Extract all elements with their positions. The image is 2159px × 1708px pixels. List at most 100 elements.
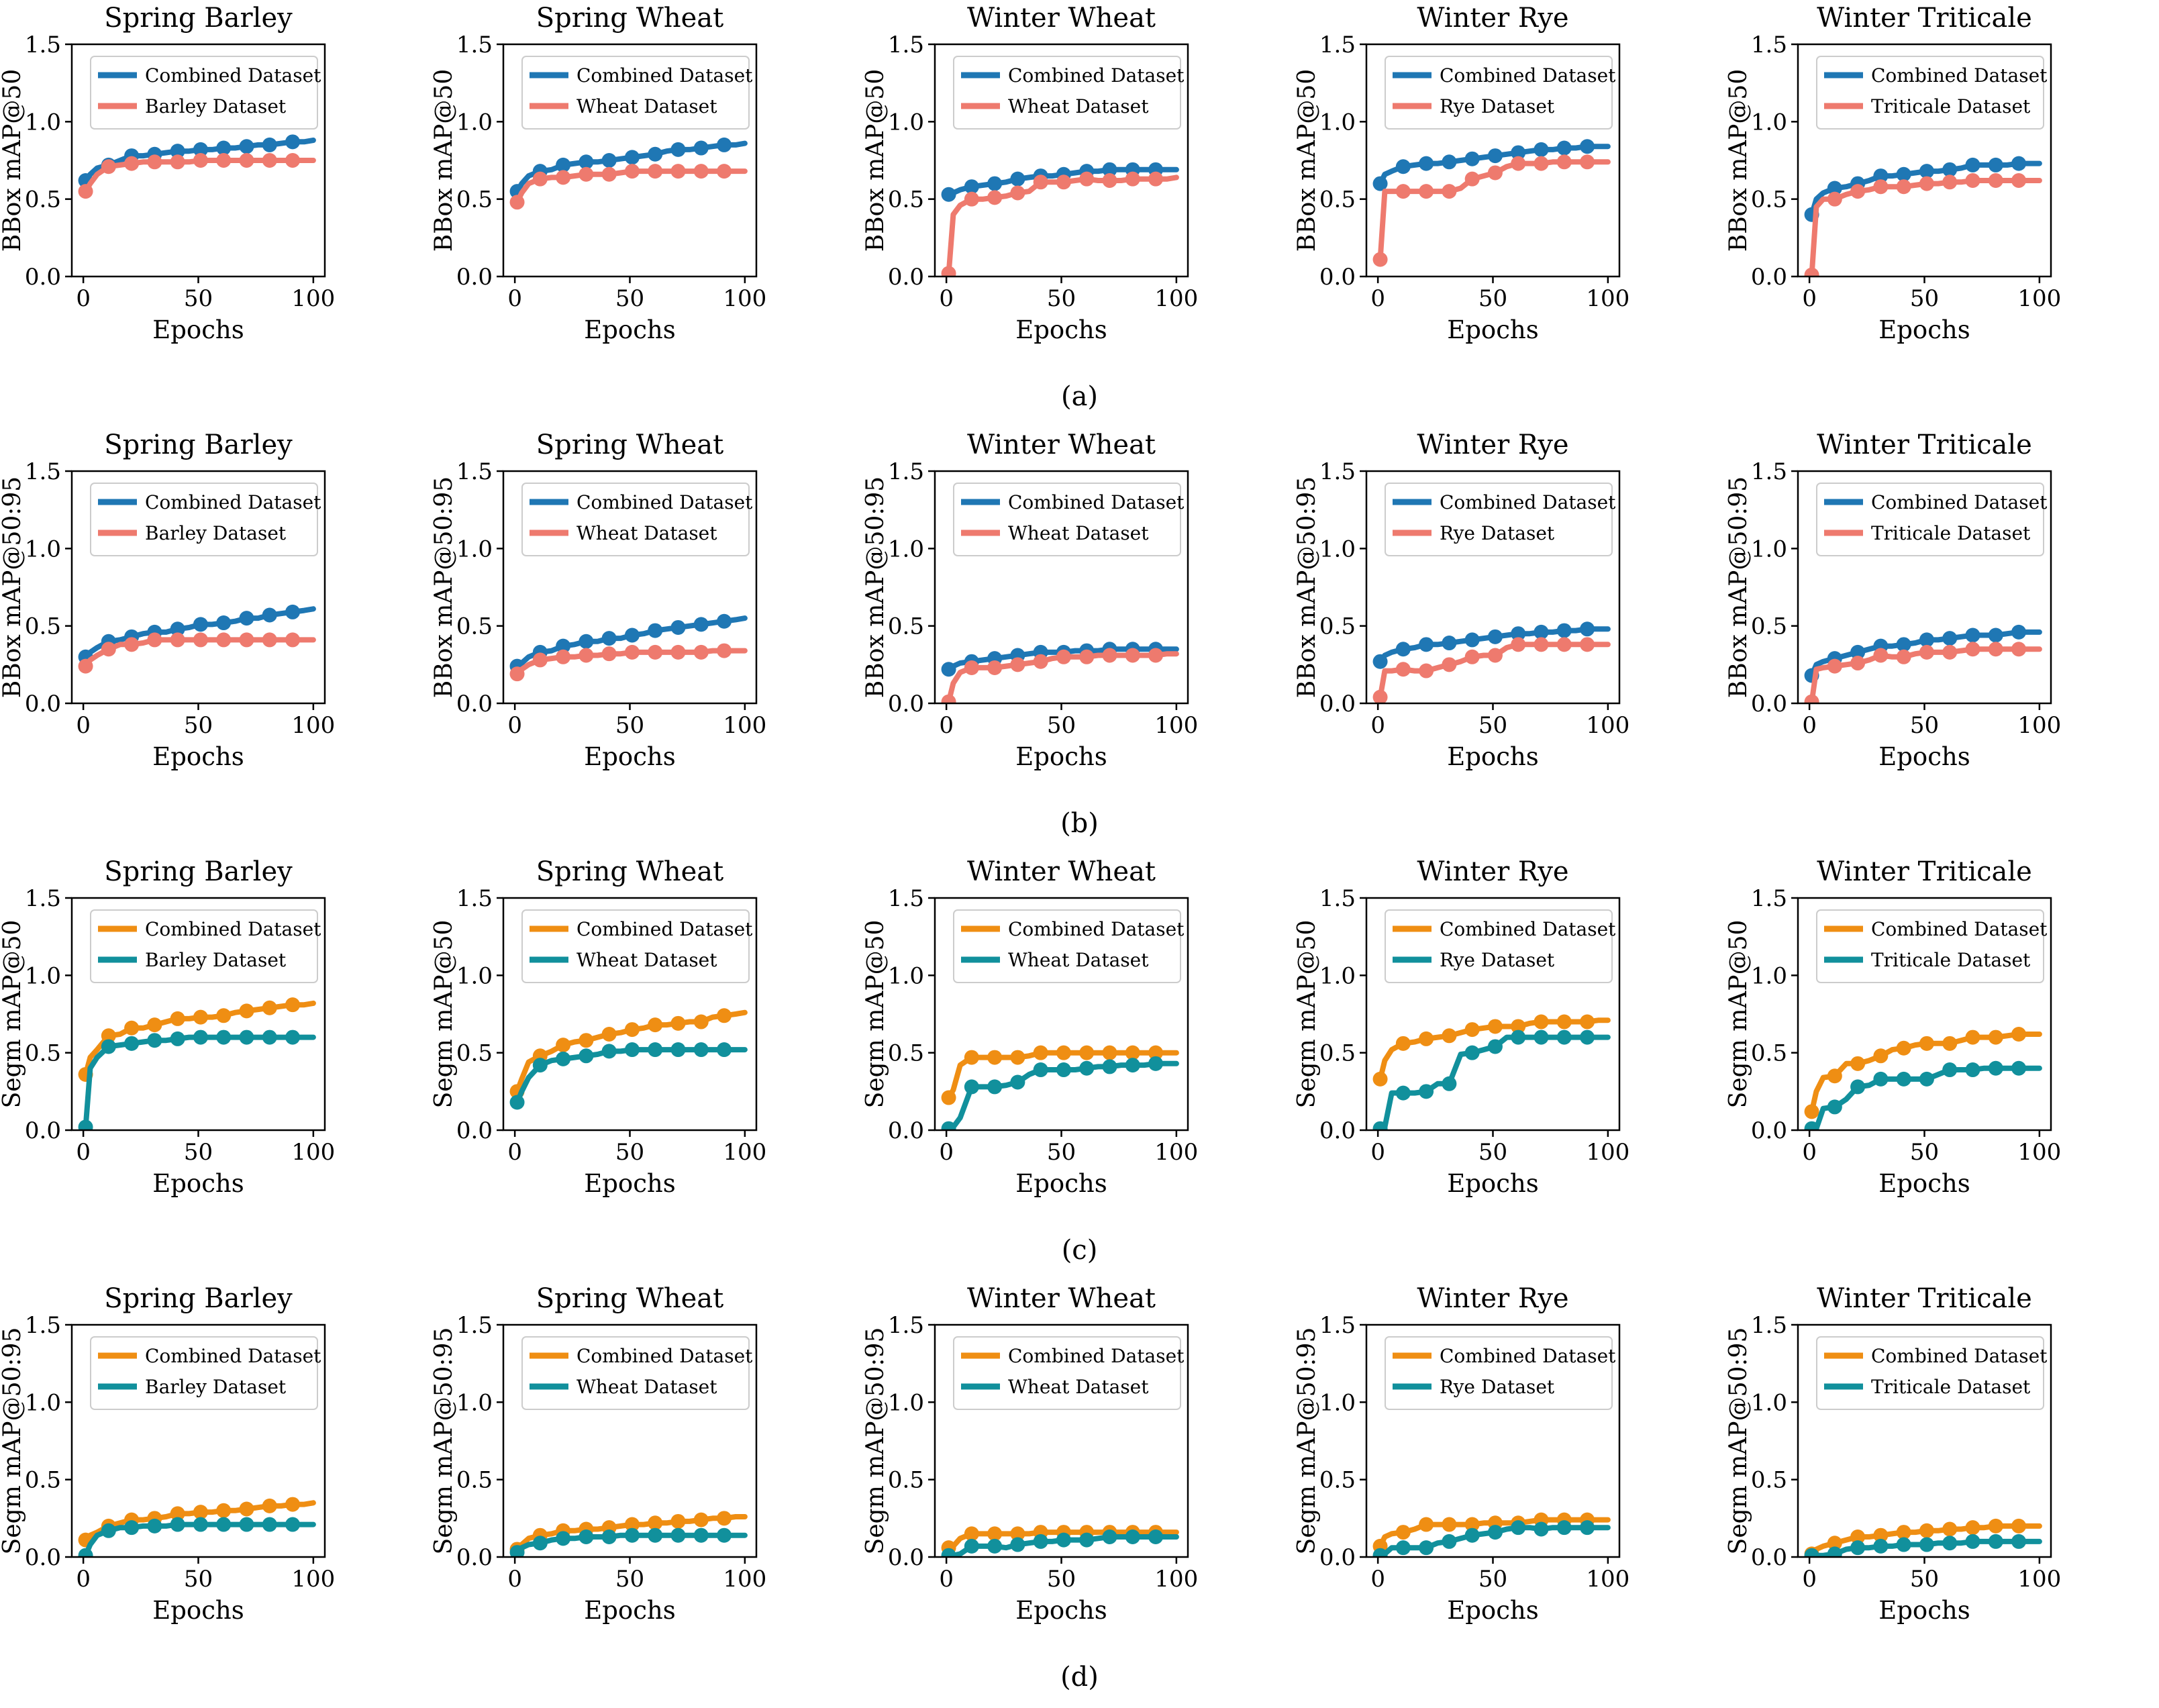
- series-marker-combined: [1873, 1048, 1889, 1064]
- series-marker-combined: [941, 187, 956, 202]
- series-marker-single: [1804, 267, 1819, 277]
- series-marker-combined: [285, 134, 301, 150]
- figure-caption-c: (c): [1061, 1234, 1098, 1266]
- legend-entry-label: Rye Dataset: [1440, 949, 1555, 971]
- series-marker-combined: [601, 631, 617, 646]
- series-marker-combined: [1419, 156, 1434, 171]
- x-tick-label: 100: [1586, 285, 1629, 312]
- y-tick-label: 0.5: [25, 187, 61, 213]
- series-marker-single: [941, 1548, 956, 1557]
- y-tick-label: 1.0: [25, 536, 61, 562]
- series-marker-combined: [1395, 1036, 1411, 1051]
- y-tick-label: 1.0: [25, 1389, 61, 1416]
- x-tick-label: 50: [1478, 1139, 1507, 1166]
- series-marker-combined: [670, 1015, 686, 1031]
- legend-box: [1385, 483, 1613, 556]
- series-marker-single: [193, 1029, 208, 1045]
- legend: Combined Dataset Rye Dataset: [1385, 56, 1616, 130]
- series-marker-single: [1056, 1532, 1071, 1548]
- legend: Combined Dataset Wheat Dataset: [953, 909, 1185, 983]
- x-tick-label: 50: [615, 712, 644, 739]
- x-tick-label: 100: [723, 1139, 766, 1166]
- legend-entry-label: Combined Dataset: [145, 491, 321, 513]
- series-marker-combined: [693, 617, 709, 632]
- series-marker-single: [2011, 642, 2027, 657]
- axes-box: [70, 897, 326, 1132]
- series-marker-single: [1372, 1121, 1388, 1130]
- series-marker-combined: [1873, 1527, 1889, 1543]
- x-tick-label: 0: [1370, 1566, 1385, 1593]
- x-axis-label: Epochs: [1015, 1169, 1107, 1198]
- axes-box: [1797, 897, 2052, 1132]
- series-marker-combined: [1102, 162, 1117, 177]
- series-marker-combined: [124, 1020, 140, 1036]
- series-marker-single: [170, 1031, 185, 1046]
- x-tick-label: 0: [1802, 285, 1817, 312]
- chart-panel-d-3: Winter Wheat 0.0 0.5 1.0 1.5 0 50 100 Segm mAP@5…: [863, 1280, 1295, 1646]
- x-tick-label: 100: [291, 1139, 335, 1166]
- series-line-single: [514, 1047, 748, 1105]
- series-marker-single: [1988, 1534, 2003, 1549]
- legend-entry-label: Rye Dataset: [1440, 522, 1555, 544]
- series-marker-single: [1965, 1534, 1980, 1549]
- series-marker-combined: [693, 140, 709, 156]
- legend: Combined Dataset Barley Dataset: [90, 909, 321, 983]
- x-tick-label: 100: [1154, 1566, 1198, 1593]
- series-marker-combined: [964, 1526, 979, 1542]
- series-marker-combined: [1010, 1526, 1025, 1542]
- series-marker-single: [532, 1536, 548, 1551]
- series-marker-combined: [1125, 1045, 1140, 1060]
- chart-panel-c-2: Spring Wheat 0.0 0.5 1.0 1.5 0 50 100 Segm mAP@5…: [432, 854, 863, 1219]
- series-marker-single: [1873, 1071, 1889, 1087]
- series-marker-single: [193, 1517, 208, 1532]
- legend-entry-label: Combined Dataset: [1871, 64, 2048, 87]
- legend: Combined Dataset Barley Dataset: [90, 483, 321, 556]
- series-marker-combined: [239, 1501, 254, 1517]
- series-marker-combined: [556, 638, 571, 654]
- legend-entry-label: Combined Dataset: [145, 918, 321, 940]
- series-marker-single: [262, 153, 277, 168]
- series-marker-single: [1873, 1538, 1889, 1554]
- legend-entry-label: Combined Dataset: [1008, 918, 1185, 940]
- series-marker-combined: [1896, 1040, 1911, 1056]
- chart-svg: Spring Wheat 0.0 0.5 1.0 1.5 0 50 100 BBox mAP@5…: [432, 430, 766, 771]
- legend: Combined Dataset Barley Dataset: [90, 1336, 321, 1410]
- series-marker-combined: [987, 1050, 1003, 1065]
- chart-panel-a-4: Winter Rye 0.0 0.5 1.0 1.5 0 50 100 BBox mAP@50 E…: [1295, 0, 1726, 366]
- x-tick-label: 100: [723, 712, 766, 739]
- legend-entry-label: Wheat Dataset: [1008, 1376, 1149, 1398]
- chart-svg: Spring Barley 0.0 0.5 1.0 1.5 0 50 100 Segm mAP@…: [0, 856, 335, 1198]
- legend-entry-label: Wheat Dataset: [576, 95, 717, 117]
- series-marker-combined: [1965, 157, 1980, 172]
- legend-entry-label: Combined Dataset: [576, 64, 753, 87]
- legend-box: [953, 1336, 1181, 1410]
- series-marker-single: [1556, 154, 1572, 170]
- series-marker-single: [1395, 1085, 1411, 1101]
- legend: Combined Dataset Wheat Dataset: [953, 1336, 1185, 1410]
- series-marker-combined: [101, 1028, 116, 1044]
- series-marker-single: [170, 1517, 185, 1532]
- chart-title: Spring Wheat: [536, 1283, 723, 1314]
- series-marker-single: [285, 153, 301, 168]
- series-group: [1804, 1518, 2042, 1557]
- series-marker-single: [1580, 637, 1595, 652]
- series-marker-single: [1442, 184, 1457, 199]
- series-marker-single: [1896, 649, 1911, 664]
- series-group: [941, 1045, 1179, 1130]
- series-marker-combined: [1965, 627, 1980, 643]
- y-tick-label: 1.5: [456, 458, 493, 485]
- series-marker-combined: [1464, 632, 1480, 648]
- y-axis-label: Segm mAP@50:95: [863, 1327, 889, 1555]
- chart-panel-d-4: Winter Rye 0.0 0.5 1.0 1.5 0 50 100 Segm mAP@50:…: [1295, 1280, 1726, 1646]
- figure-row-a-panels: Spring Barley 0.0 0.5 1.0 1.5 0 50 100 BBox mAP@…: [0, 0, 2159, 366]
- x-axis-label: Epochs: [1878, 1169, 1970, 1198]
- series-marker-combined: [987, 1526, 1003, 1542]
- series-marker-combined: [1919, 164, 1934, 179]
- series-marker-single: [1395, 1540, 1411, 1556]
- x-tick-label: 0: [507, 285, 522, 312]
- x-tick-label: 100: [291, 1566, 335, 1593]
- series-marker-combined: [941, 1090, 956, 1105]
- legend-entry-label: Combined Dataset: [145, 64, 321, 87]
- legend-box: [90, 56, 318, 130]
- series-marker-single: [2011, 172, 2027, 188]
